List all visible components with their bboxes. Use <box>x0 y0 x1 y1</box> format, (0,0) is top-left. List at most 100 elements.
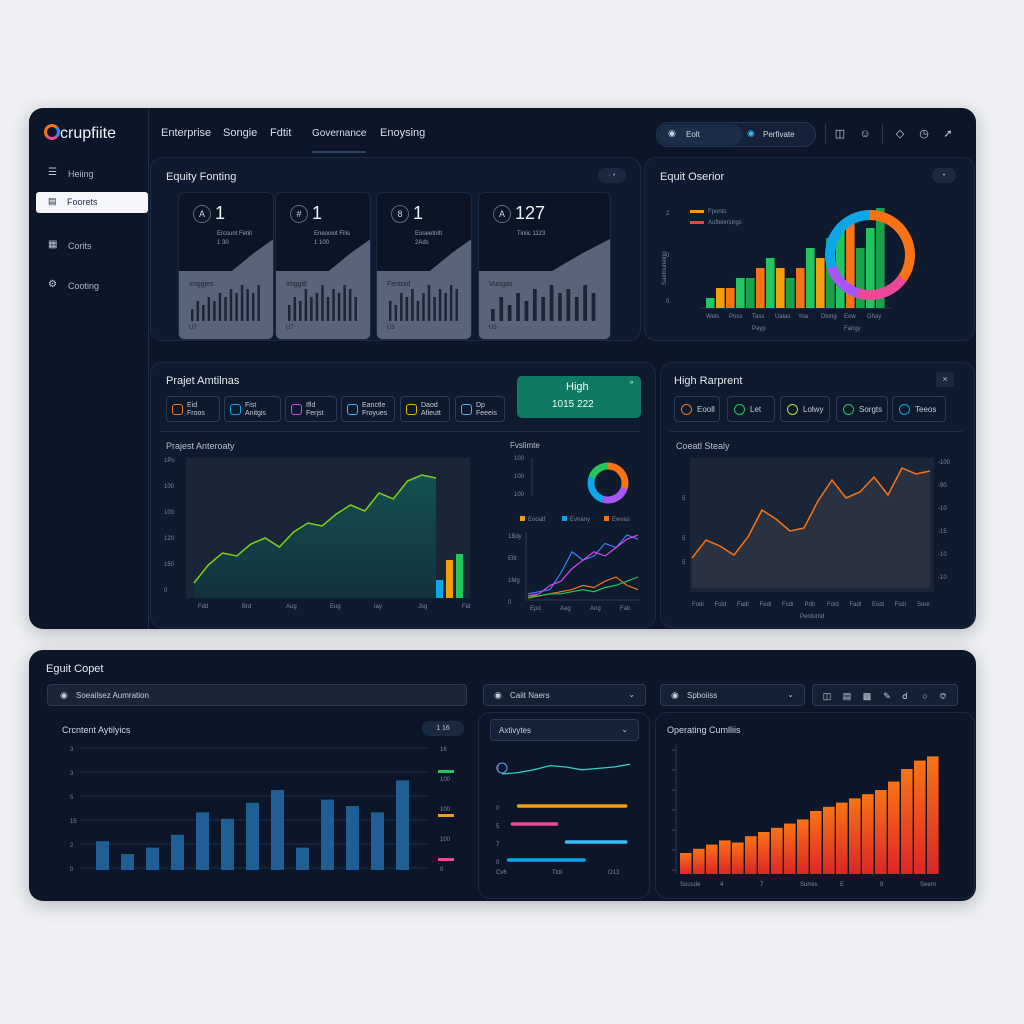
user-icon[interactable]: ☺ <box>859 128 871 140</box>
sidebar-item-0[interactable]: Heiing <box>68 169 94 179</box>
chip-label-1: Daod <box>421 402 438 409</box>
gantt-x-1: Ttdl <box>552 870 562 876</box>
report-chip-0[interactable]: Eooll <box>674 396 720 422</box>
box-icon[interactable]: ▩ <box>862 691 872 701</box>
header-divider <box>825 124 826 144</box>
sidebar-item-active[interactable]: ▤ Foorets <box>36 192 148 213</box>
report-chip-1[interactable]: Let <box>727 396 775 422</box>
pin-icon[interactable]: ➚ <box>943 128 953 140</box>
sidebar-item-2[interactable]: Corits <box>68 241 92 251</box>
mid-select-icon: ◉ <box>494 690 502 700</box>
chip-icon <box>291 404 302 415</box>
kpi-bar-0 <box>491 309 495 321</box>
tab-governance[interactable]: Governance <box>312 128 367 139</box>
grid-icon[interactable]: ▦ <box>48 239 58 250</box>
search-icon[interactable]: ☌ <box>901 691 909 701</box>
menu-icon[interactable]: ☰ <box>48 167 57 178</box>
project-area-chart: 1Po 100 100 120 150 0 Fdd Brd Aug Eug Iay Jsg Fidann… <box>164 458 470 610</box>
kpi-value: 1 <box>413 203 424 223</box>
high-summary-card[interactable]: High 1015 222 ⚬ <box>517 376 641 418</box>
report-chip-2[interactable]: Lolwy <box>780 396 830 422</box>
file-icon[interactable]: ▤ <box>842 691 852 701</box>
report-chip-label: Lolwy <box>803 405 824 414</box>
kpi-bar-6 <box>321 285 324 321</box>
report-chip-3[interactable]: Sorgts <box>836 396 888 422</box>
kpi-sparkbars <box>479 239 610 339</box>
overview-options-button[interactable]: • <box>932 168 956 183</box>
project-chip-3[interactable]: Eanctle Froyues <box>341 396 395 422</box>
kpi-bar-1 <box>394 305 398 321</box>
report-chip-label: Let <box>750 405 762 414</box>
edit-icon[interactable]: ✎ <box>883 691 891 701</box>
report-x-5: Pdti <box>805 602 815 608</box>
kpi-card-2[interactable]: 8 1 Eooeetnitt 2Ads Fentoid U3 <box>376 192 472 340</box>
content-bar-0 <box>96 841 109 870</box>
project-chip-2[interactable]: Ifld Ferjst <box>285 396 337 422</box>
project-chip-1[interactable]: Fist Anitgis <box>224 396 281 422</box>
operating-chart: Sousde 4 7 Surres E 8 Seern <box>672 744 939 888</box>
lines-tick-2: 1Mg <box>508 578 520 584</box>
copy-icon[interactable]: ◫ <box>822 691 832 701</box>
side-donut-slice-3 <box>588 462 609 480</box>
kpi-card-0[interactable]: A 1 Ercsunt Fetiit 1 30 Imggjes U7 <box>178 192 274 340</box>
side-donut-slice-0 <box>607 462 629 490</box>
kpi-sparkbars <box>377 239 471 339</box>
card-options-button[interactable]: · • <box>598 168 626 183</box>
project-chip-0[interactable]: Eid Froos <box>166 396 220 422</box>
view-toggle[interactable]: ◉ Eolt ◉ Perfivate <box>656 122 816 147</box>
right-select-label: Spboiiss <box>687 691 718 700</box>
tab-enterprise[interactable]: Enterprise <box>161 127 212 139</box>
kpi-bar-1 <box>499 297 504 321</box>
chip-icon <box>461 404 472 415</box>
right-select-chevron-icon: ⌄ <box>787 690 794 699</box>
overview-bar-9 <box>796 268 805 308</box>
share-icon[interactable]: ⎊ <box>939 691 947 701</box>
kpi-bar-3 <box>304 289 308 321</box>
activities-select[interactable]: Axtivytes ⌄ <box>490 719 639 741</box>
overview-bar-4 <box>746 278 755 308</box>
report-x-7: Fadl <box>850 602 862 608</box>
kpi-card-3[interactable]: A 127 Tiniic 1123 Vuogas U3 <box>478 192 611 340</box>
x-tick-3: Ualas <box>775 314 790 320</box>
kpi-card-1[interactable]: #1 Eneoniot Filis 1 100 Imggitl U7 <box>275 192 371 340</box>
operating-bar-7 <box>771 827 783 874</box>
automation-filter[interactable]: ◉ Soeailsez Aumration <box>47 684 467 706</box>
tag-icon[interactable]: ◇ <box>895 128 905 140</box>
chip-icon <box>406 404 417 415</box>
legend-label-1: Aufteierstrgs <box>708 220 742 226</box>
kpi-label: Imggitl <box>286 281 307 288</box>
globe-icon: ◉ <box>668 128 676 138</box>
content-analytics-chart: 3 3 5 15 2 0 16 100 100 100 0 <box>70 747 454 873</box>
toggle-left[interactable]: ◉ Eolt <box>658 124 742 145</box>
project-chip-4[interactable]: Daod Afieutt <box>400 396 450 422</box>
content-y-left-1: 3 <box>70 771 74 777</box>
settings-icon[interactable]: ⚙ <box>48 279 57 290</box>
tab-songie[interactable]: Songie <box>223 127 258 139</box>
clipboard-icon[interactable]: ◫ <box>834 128 846 140</box>
project-chip-5[interactable]: Dp Feeeis <box>455 396 505 422</box>
lines-x-1: Aag <box>560 606 571 612</box>
report-chip-icon <box>734 404 745 415</box>
report-area-chart: 5 5 5 -100 -90 -10 -15 -10 -10 Fodi Fold Fadl Fedi Fs… <box>682 458 951 620</box>
report-chip-4[interactable]: Teeos <box>892 396 946 422</box>
app-name: crupfiite <box>60 125 117 142</box>
x-tick-7: Ghay <box>867 314 881 320</box>
tab-fdtit[interactable]: Fdtit <box>270 127 292 139</box>
content-analytics-badge[interactable]: 1 16 <box>422 721 464 736</box>
kpi-bar-2 <box>299 301 302 321</box>
close-icon[interactable]: × <box>936 372 954 387</box>
clock-icon[interactable]: ◷ <box>919 128 929 140</box>
tab-enoysing[interactable]: Enoysing <box>380 127 426 139</box>
overview-bar-17 <box>876 208 885 308</box>
sidebar-item-3[interactable]: Cooting <box>68 281 100 291</box>
message-icon[interactable]: ○ <box>922 691 928 701</box>
mid-select[interactable]: ◉ Caiit Naers ⌄ <box>483 684 646 706</box>
x-tick-2: Tass <box>752 314 764 320</box>
kpi-label: Vuogas <box>489 281 513 288</box>
lines-tick-3: 0 <box>508 600 512 606</box>
right-select[interactable]: ◉ Spboiiss ⌄ <box>660 684 805 706</box>
report-chip-icon <box>681 404 692 415</box>
operating-bar-18 <box>914 760 926 874</box>
side-legend-label-2: Ewvas <box>612 517 630 523</box>
kpi-sub-1: Tiniic 1123 <box>517 231 546 237</box>
